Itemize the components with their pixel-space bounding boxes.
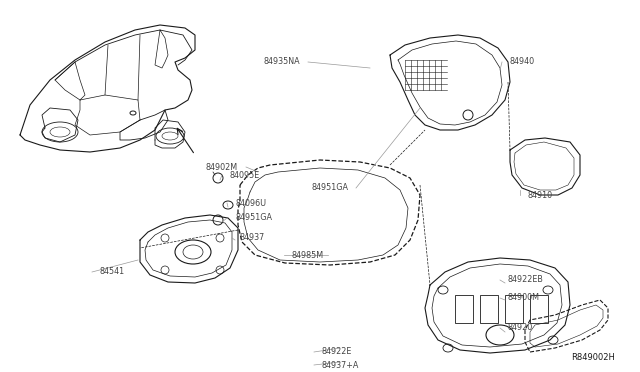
Bar [455,295,473,323]
Bar [505,295,523,323]
Text: 84095E: 84095E [230,170,260,180]
Text: 84985M: 84985M [292,250,324,260]
Text: 84951GA: 84951GA [311,183,348,192]
Text: 84951GA: 84951GA [235,214,272,222]
Text: 84096U: 84096U [235,199,266,208]
Text: 84935NA: 84935NA [264,58,300,67]
Text: 84910: 84910 [528,190,553,199]
Text: 84940: 84940 [510,58,535,67]
Text: 84922E: 84922E [322,347,353,356]
Text: 84541: 84541 [100,267,125,276]
Text: 84937: 84937 [240,234,265,243]
Text: 84937+A: 84937+A [322,360,360,369]
Text: 84922EB: 84922EB [508,276,544,285]
Text: R849002H: R849002H [571,353,615,362]
Bar [530,295,548,323]
Bar [480,295,498,323]
Text: 84920: 84920 [508,324,533,333]
Text: 84902M: 84902M [206,163,238,171]
Text: 84900M: 84900M [508,294,540,302]
